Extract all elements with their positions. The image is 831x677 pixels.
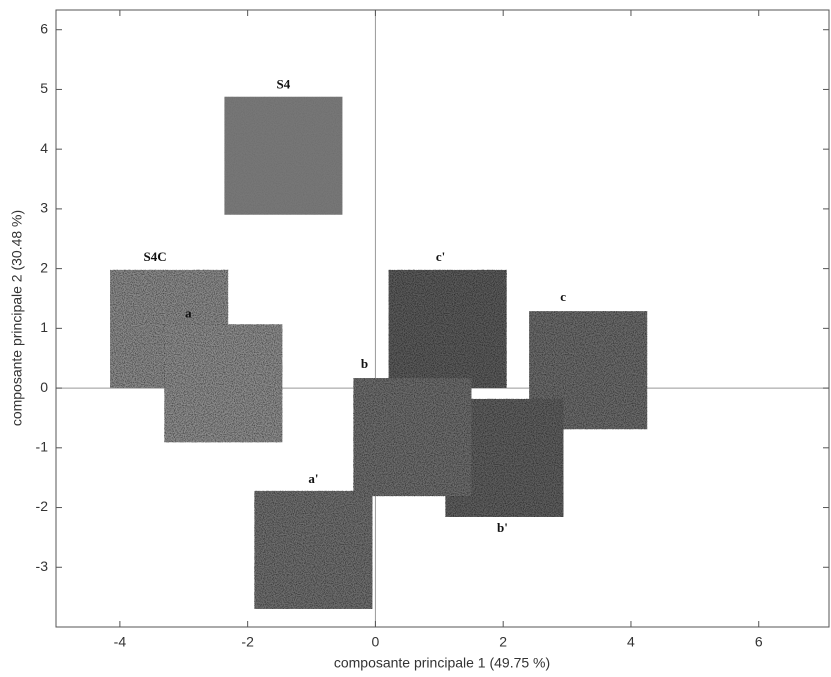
patch-texture [353, 378, 472, 497]
x-tick-label: 2 [499, 634, 507, 650]
image-patch [164, 324, 283, 443]
patch-label: b' [497, 520, 508, 535]
y-tick-label: 0 [40, 379, 48, 395]
patch-label: a' [308, 471, 318, 486]
y-tick-label: 3 [40, 200, 48, 216]
x-tick-label: -2 [241, 634, 254, 650]
image-patch [529, 311, 648, 430]
patch-texture [224, 96, 343, 215]
y-tick-label: -1 [36, 439, 49, 455]
y-axis-label: composante principale 2 (30.48 %) [9, 210, 25, 426]
patch-label: S4 [277, 77, 291, 92]
y-tick-label: 4 [40, 140, 48, 156]
x-tick-label: 6 [755, 634, 763, 650]
image-patch [388, 269, 507, 388]
patch-label: b [361, 356, 368, 371]
y-tick-label: 5 [40, 80, 48, 96]
patch-texture [254, 490, 373, 609]
image-patch [254, 490, 373, 609]
patch-label: c' [436, 249, 445, 264]
x-tick-label: -4 [114, 634, 127, 650]
x-tick-label: 0 [372, 634, 380, 650]
x-tick-label: 4 [627, 634, 635, 650]
patch-texture [388, 269, 507, 388]
image-patch [224, 96, 343, 215]
patch-label: c [560, 289, 566, 304]
y-tick-label: 1 [40, 319, 48, 335]
patch-texture [164, 324, 283, 443]
y-tick-label: -3 [36, 558, 49, 574]
patch-label: a [185, 305, 192, 320]
y-tick-label: 2 [40, 259, 48, 275]
plot-frame [55, 9, 830, 628]
x-axis-label: composante principale 1 (49.75 %) [334, 655, 550, 671]
patch-label: S4C [144, 249, 167, 264]
y-tick-label: 6 [40, 20, 48, 36]
image-patch [353, 378, 472, 497]
y-tick-label: -2 [36, 498, 49, 514]
